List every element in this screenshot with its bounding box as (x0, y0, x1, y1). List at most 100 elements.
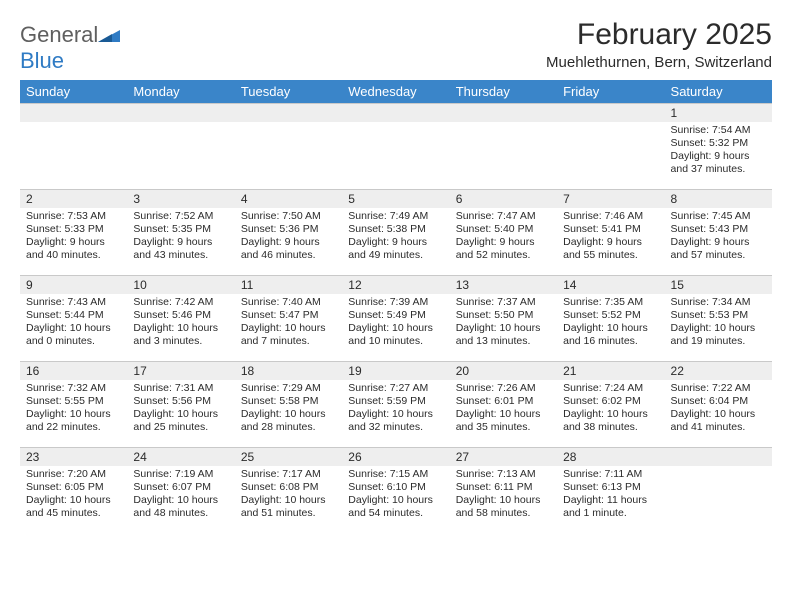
sunset-text: Sunset: 6:04 PM (671, 395, 766, 408)
weekday-header-row: Sunday Monday Tuesday Wednesday Thursday… (20, 80, 772, 103)
day-number: 19 (342, 362, 449, 380)
daylight-text: Daylight: 10 hours and 3 minutes. (133, 322, 228, 348)
daylight-text: Daylight: 10 hours and 13 minutes. (456, 322, 551, 348)
calendar-cell: 4Sunrise: 7:50 AMSunset: 5:36 PMDaylight… (235, 189, 342, 275)
sunrise-text: Sunrise: 7:45 AM (671, 210, 766, 223)
sunset-text: Sunset: 6:13 PM (563, 481, 658, 494)
day-number: 10 (127, 276, 234, 294)
day-number (235, 104, 342, 122)
calendar-cell: 22 Sunrise: 7:22 AMSunset: 6:04 PMDayligh… (665, 361, 772, 447)
day-number: 24 (127, 448, 234, 466)
daylight-text: Daylight: 10 hours and 41 minutes. (671, 408, 766, 434)
weekday-header: Tuesday (235, 80, 342, 103)
sunrise-text: Sunrise: 7:47 AM (456, 210, 551, 223)
sunset-text: Sunset: 5:35 PM (133, 223, 228, 236)
day-number: 3 (127, 190, 234, 208)
day-number (450, 104, 557, 122)
sunrise-text: Sunrise: 7:29 AM (241, 382, 336, 395)
sunrise-text: Sunrise: 7:49 AM (348, 210, 443, 223)
sunset-text: Sunset: 6:07 PM (133, 481, 228, 494)
day-number: 1 (665, 104, 772, 122)
daylight-text: Daylight: 11 hours and 1 minute. (563, 494, 658, 520)
calendar-cell: 12Sunrise: 7:39 AMSunset: 5:49 PMDayligh… (342, 275, 449, 361)
daylight-text: Daylight: 10 hours and 45 minutes. (26, 494, 121, 520)
day-number: 9 (20, 276, 127, 294)
sunrise-text: Sunrise: 7:54 AM (671, 124, 766, 137)
calendar-week-row: 1Sunrise: 7:54 AMSunset: 5:32 PMDaylight… (20, 103, 772, 189)
day-number (665, 448, 772, 466)
day-number: 11 (235, 276, 342, 294)
sunset-text: Sunset: 5:47 PM (241, 309, 336, 322)
sunrise-text: Sunrise: 7:22 AM (671, 382, 766, 395)
daylight-text: Daylight: 10 hours and 58 minutes. (456, 494, 551, 520)
calendar-week-row: 16Sunrise: 7:32 AMSunset: 5:55 PMDayligh… (20, 361, 772, 447)
sunrise-text: Sunrise: 7:37 AM (456, 296, 551, 309)
calendar-cell (127, 103, 234, 189)
calendar-cell (450, 103, 557, 189)
day-number: 5 (342, 190, 449, 208)
day-number: 8 (665, 190, 772, 208)
sunset-text: Sunset: 5:55 PM (26, 395, 121, 408)
calendar-cell: 2Sunrise: 7:53 AMSunset: 5:33 PMDaylight… (20, 189, 127, 275)
sunset-text: Sunset: 5:33 PM (26, 223, 121, 236)
sunset-text: Sunset: 6:05 PM (26, 481, 121, 494)
day-number: 23 (20, 448, 127, 466)
calendar-cell: 27Sunrise: 7:13 AMSunset: 6:11 PMDayligh… (450, 447, 557, 533)
calendar-week-row: 23Sunrise: 7:20 AMSunset: 6:05 PMDayligh… (20, 447, 772, 533)
daylight-text: Daylight: 10 hours and 28 minutes. (241, 408, 336, 434)
day-number: 6 (450, 190, 557, 208)
sunrise-text: Sunrise: 7:53 AM (26, 210, 121, 223)
day-number (557, 104, 664, 122)
sunrise-text: Sunrise: 7:15 AM (348, 468, 443, 481)
sunset-text: Sunset: 5:56 PM (133, 395, 228, 408)
sunrise-text: Sunrise: 7:52 AM (133, 210, 228, 223)
day-number: 21 (557, 362, 664, 380)
weekday-header: Thursday (450, 80, 557, 103)
sunrise-text: Sunrise: 7:26 AM (456, 382, 551, 395)
daylight-text: Daylight: 10 hours and 7 minutes. (241, 322, 336, 348)
day-number: 18 (235, 362, 342, 380)
calendar-table: Sunday Monday Tuesday Wednesday Thursday… (20, 80, 772, 533)
calendar-cell (342, 103, 449, 189)
sunset-text: Sunset: 6:02 PM (563, 395, 658, 408)
calendar-cell: 16Sunrise: 7:32 AMSunset: 5:55 PMDayligh… (20, 361, 127, 447)
logo-text-general: General (20, 22, 98, 47)
calendar-cell (235, 103, 342, 189)
calendar-cell: 7Sunrise: 7:46 AMSunset: 5:41 PMDaylight… (557, 189, 664, 275)
daylight-text: Daylight: 9 hours and 52 minutes. (456, 236, 551, 262)
day-number: 14 (557, 276, 664, 294)
sunset-text: Sunset: 5:49 PM (348, 309, 443, 322)
sunset-text: Sunset: 5:40 PM (456, 223, 551, 236)
daylight-text: Daylight: 10 hours and 16 minutes. (563, 322, 658, 348)
calendar-cell: 24Sunrise: 7:19 AMSunset: 6:07 PMDayligh… (127, 447, 234, 533)
calendar-week-row: 2Sunrise: 7:53 AMSunset: 5:33 PMDaylight… (20, 189, 772, 275)
daylight-text: Daylight: 10 hours and 48 minutes. (133, 494, 228, 520)
sunrise-text: Sunrise: 7:27 AM (348, 382, 443, 395)
calendar-cell (665, 447, 772, 533)
sunrise-text: Sunrise: 7:43 AM (26, 296, 121, 309)
day-number (127, 104, 234, 122)
sunrise-text: Sunrise: 7:31 AM (133, 382, 228, 395)
calendar-cell (20, 103, 127, 189)
daylight-text: Daylight: 9 hours and 55 minutes. (563, 236, 658, 262)
sunset-text: Sunset: 5:36 PM (241, 223, 336, 236)
day-number: 16 (20, 362, 127, 380)
logo: General Blue (20, 22, 120, 74)
sunrise-text: Sunrise: 7:39 AM (348, 296, 443, 309)
weekday-header: Friday (557, 80, 664, 103)
sunrise-text: Sunrise: 7:17 AM (241, 468, 336, 481)
weekday-header: Wednesday (342, 80, 449, 103)
weekday-header: Sunday (20, 80, 127, 103)
sunrise-text: Sunrise: 7:46 AM (563, 210, 658, 223)
daylight-text: Daylight: 9 hours and 40 minutes. (26, 236, 121, 262)
sunset-text: Sunset: 5:41 PM (563, 223, 658, 236)
logo-text-blue: Blue (20, 48, 64, 73)
daylight-text: Daylight: 10 hours and 35 minutes. (456, 408, 551, 434)
day-number: 22 (665, 362, 772, 380)
calendar-cell: 23Sunrise: 7:20 AMSunset: 6:05 PMDayligh… (20, 447, 127, 533)
sunrise-text: Sunrise: 7:50 AM (241, 210, 336, 223)
day-number: 12 (342, 276, 449, 294)
sunset-text: Sunset: 6:01 PM (456, 395, 551, 408)
calendar-cell: 15Sunrise: 7:34 AMSunset: 5:53 PMDayligh… (665, 275, 772, 361)
day-number (20, 104, 127, 122)
